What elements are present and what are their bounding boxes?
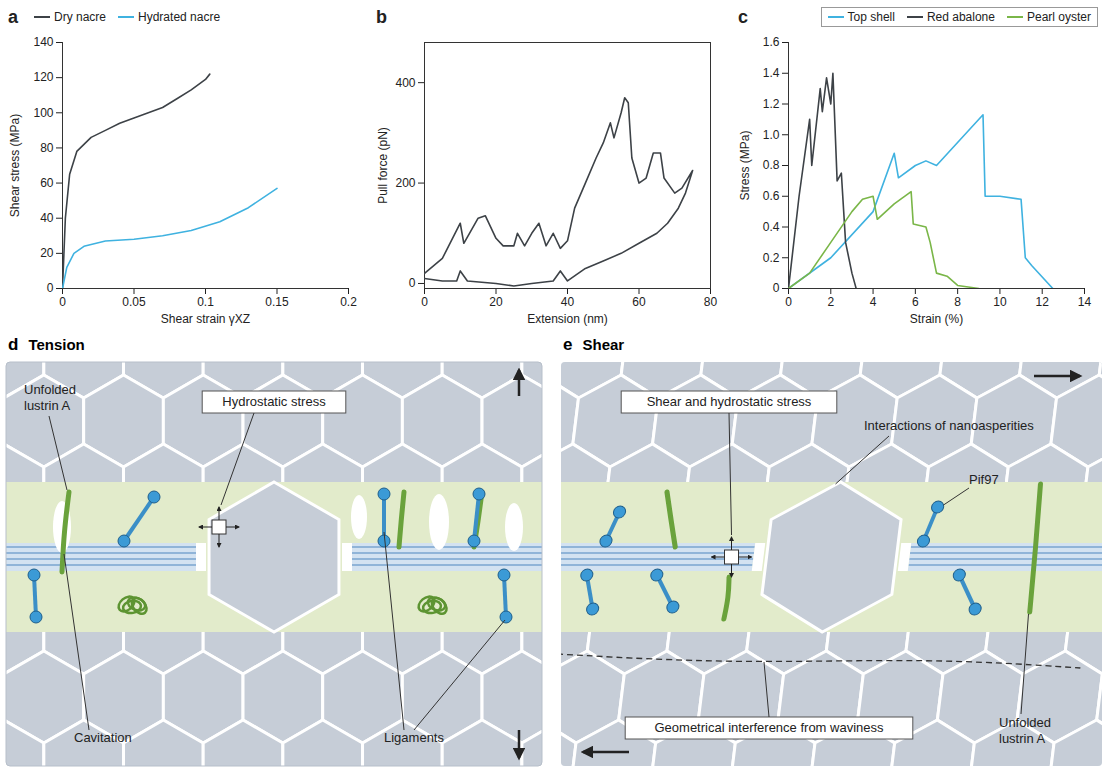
svg-text:12: 12 (1036, 295, 1050, 309)
svg-text:10: 10 (993, 295, 1007, 309)
html-text:Dry nacre: Dry nacre (54, 10, 106, 24)
svg-text:0.05: 0.05 (122, 295, 146, 309)
svg-text:0.6: 0.6 (763, 189, 780, 203)
svg-text:0.8: 0.8 (763, 158, 780, 172)
svg-text:40: 40 (561, 295, 575, 309)
svg-text:8: 8 (954, 295, 961, 309)
svg-text:100: 100 (33, 106, 53, 120)
svg-text:Unfolded: Unfolded (999, 715, 1051, 730)
svg-text:120: 120 (33, 70, 53, 84)
svg-text:60: 60 (632, 295, 646, 309)
svg-text:40: 40 (40, 211, 54, 225)
svg-text:Stress (MPa): Stress (MPa) (738, 130, 752, 200)
svg-text:80: 80 (704, 295, 718, 309)
svg-text:80: 80 (40, 141, 54, 155)
svg-text:0.2: 0.2 (340, 295, 357, 309)
svg-text:Cavitation: Cavitation (74, 730, 132, 745)
svg-text:1.6: 1.6 (763, 35, 780, 49)
svg-text:Shear strain γXZ: Shear strain γXZ (161, 312, 250, 326)
html-text:b: b (376, 6, 387, 27)
svg-text:Geometrical interference from: Geometrical interference from waviness (654, 720, 884, 735)
html-text:a: a (8, 6, 18, 27)
html-text:Red abalone: Red abalone (926, 10, 995, 24)
svg-text:Strain (%): Strain (%) (910, 312, 963, 326)
svg-text:2: 2 (827, 295, 834, 309)
svg-text:200: 200 (395, 176, 415, 190)
svg-text:Shear and hydrostatic stress: Shear and hydrostatic stress (647, 394, 812, 409)
svg-text:1.0: 1.0 (763, 128, 780, 142)
html-text:Hydrated nacre: Hydrated nacre (138, 10, 221, 24)
svg-text:4: 4 (870, 295, 877, 309)
html-text:Pearl oyster: Pearl oyster (1027, 10, 1091, 24)
svg-text:0: 0 (409, 276, 416, 290)
svg-text:lustrin A: lustrin A (999, 731, 1046, 746)
svg-text:140: 140 (33, 35, 53, 49)
svg-text:1.4: 1.4 (763, 66, 780, 80)
svg-text:0: 0 (773, 281, 780, 295)
svg-text:1.2: 1.2 (763, 97, 780, 111)
svg-text:6: 6 (912, 295, 919, 309)
svg-text:Pif97: Pif97 (969, 472, 999, 487)
svg-text:14: 14 (1078, 295, 1092, 309)
html-text:Top shell: Top shell (847, 10, 895, 24)
svg-text:Pull force (pN): Pull force (pN) (376, 127, 390, 204)
svg-text:60: 60 (40, 176, 54, 190)
svg-text:400: 400 (395, 76, 415, 90)
svg-text:Hydrostatic stress: Hydrostatic stress (222, 394, 326, 409)
svg-text:0.1: 0.1 (197, 295, 214, 309)
svg-text:0.4: 0.4 (763, 220, 780, 234)
svg-text:Unfolded: Unfolded (24, 382, 76, 397)
svg-text:dTension: dTension (8, 335, 85, 354)
svg-text:0.15: 0.15 (265, 295, 289, 309)
svg-text:eShear: eShear (563, 335, 624, 354)
svg-text:Interactions of nanoasperities: Interactions of nanoasperities (864, 418, 1034, 433)
svg-text:20: 20 (40, 246, 54, 260)
svg-text:Extension (nm): Extension (nm) (527, 312, 608, 326)
svg-text:Shear stress (MPa): Shear stress (MPa) (8, 114, 22, 217)
svg-text:Ligaments: Ligaments (384, 730, 444, 745)
svg-text:0: 0 (47, 281, 54, 295)
svg-text:0: 0 (421, 295, 428, 309)
svg-text:0: 0 (785, 295, 792, 309)
svg-text:0: 0 (59, 295, 66, 309)
html-text:c: c (738, 6, 748, 27)
svg-text:20: 20 (489, 295, 503, 309)
svg-text:lustrin A: lustrin A (24, 398, 71, 413)
svg-text:0.2: 0.2 (763, 251, 780, 265)
